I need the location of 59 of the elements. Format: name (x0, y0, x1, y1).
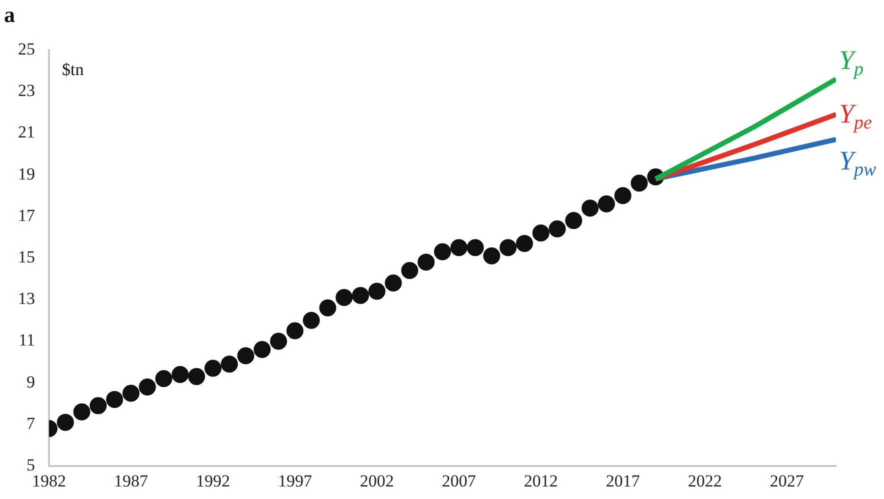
x-tick-label: 2002 (360, 472, 394, 491)
point (188, 368, 206, 386)
point (254, 341, 271, 358)
point (122, 384, 140, 402)
point (630, 174, 648, 192)
point (483, 247, 500, 264)
point (286, 322, 304, 340)
point (614, 187, 632, 204)
y-tick-label: 19 (18, 164, 35, 184)
point (237, 347, 254, 364)
y-tick-label: 5 (26, 455, 35, 474)
y-tick-label: 15 (18, 247, 35, 266)
point (155, 370, 172, 388)
chart-title: a (4, 2, 15, 27)
point (302, 312, 320, 329)
point (220, 356, 238, 373)
y-tick-label: 13 (18, 289, 35, 308)
point (532, 224, 550, 242)
point (90, 397, 107, 414)
point (270, 332, 288, 350)
point (73, 403, 90, 420)
point (582, 200, 599, 217)
y-tick-label: 21 (18, 122, 35, 142)
point (384, 274, 402, 292)
point (401, 262, 418, 279)
y-tick-label: 7 (26, 414, 36, 433)
x-tick-label: 1997 (278, 472, 312, 491)
y-axis-title: $tn (62, 60, 84, 79)
point (434, 243, 451, 260)
y-tick-label: 25 (18, 39, 35, 58)
point (336, 289, 353, 306)
point (172, 366, 189, 383)
point (204, 360, 222, 377)
point (516, 234, 533, 252)
point (500, 239, 517, 256)
x-tick-label: 1992 (196, 472, 230, 491)
point (106, 390, 124, 408)
point (466, 239, 484, 256)
y-tick-label: 11 (18, 330, 35, 350)
point (598, 195, 615, 212)
x-tick-label: 2027 (770, 472, 804, 491)
point (450, 239, 468, 256)
point (352, 286, 370, 304)
point (418, 254, 435, 271)
y-tick-label: 23 (18, 81, 35, 100)
y-tick-label: 17 (18, 206, 36, 225)
y-tick-label: 9 (26, 372, 35, 392)
point (56, 414, 74, 431)
point (368, 282, 386, 300)
point (565, 212, 582, 230)
x-tick-label: 2022 (688, 472, 722, 491)
point (319, 299, 336, 316)
point (548, 220, 566, 238)
x-tick-label: 2012 (524, 472, 558, 491)
x-tick-label: 1987 (114, 472, 148, 491)
point (138, 378, 156, 396)
x-tick-label: 2007 (442, 472, 476, 491)
x-tick-label: 1982 (32, 472, 66, 491)
x-tick-label: 2017 (606, 472, 640, 491)
